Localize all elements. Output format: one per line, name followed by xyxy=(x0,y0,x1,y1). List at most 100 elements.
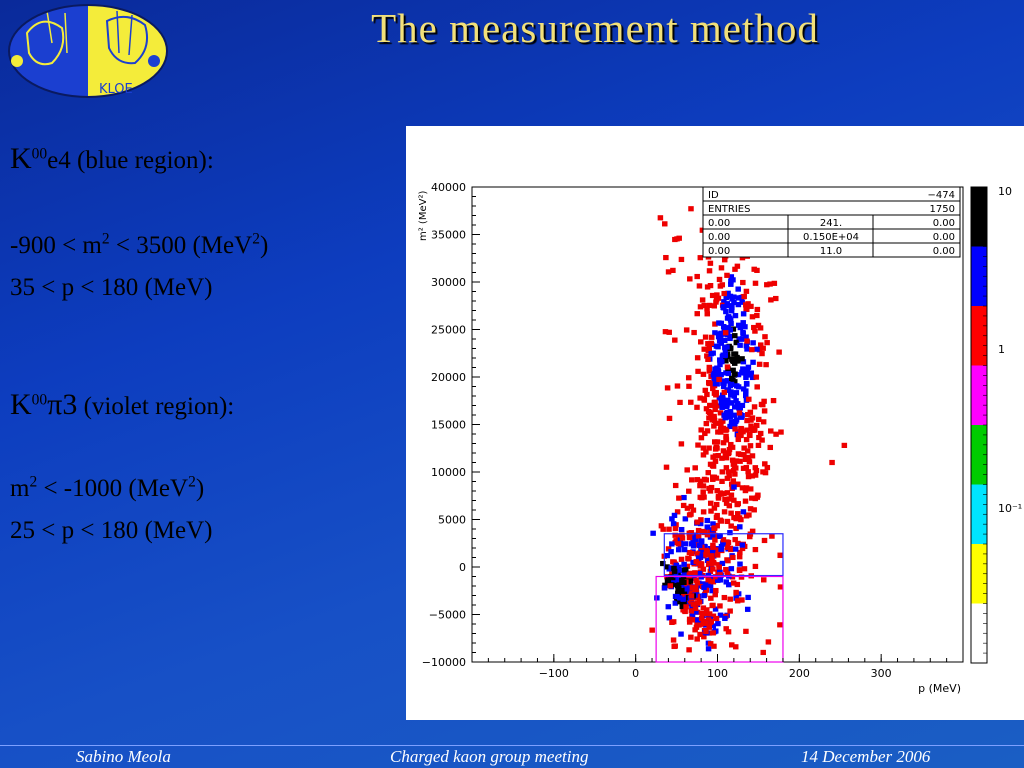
k00pi3-sup: 00 xyxy=(31,391,48,409)
e4-cell xyxy=(731,412,738,418)
e4-cell xyxy=(711,413,717,420)
low-cell xyxy=(674,509,681,515)
e4-cell xyxy=(735,302,742,308)
low-cell xyxy=(666,615,673,621)
low-cell xyxy=(728,566,735,572)
e4-cell xyxy=(749,314,756,320)
outlier-cell xyxy=(703,547,710,554)
cut3-sup2: 2 xyxy=(188,473,196,491)
e4-cell xyxy=(753,374,760,380)
low-cell xyxy=(665,604,672,610)
e4-cell xyxy=(762,334,768,340)
e4-cell xyxy=(706,485,712,492)
e4-cell xyxy=(747,409,754,415)
low-cell xyxy=(733,589,739,595)
pi3-cell xyxy=(688,608,695,614)
y-axis-label: m² (MeV²) xyxy=(418,191,429,241)
e4-cell xyxy=(727,345,734,351)
low-cell xyxy=(696,570,703,577)
low-cell xyxy=(716,564,722,570)
e4-cell xyxy=(751,404,758,410)
logo-dot-right xyxy=(148,55,160,67)
pi3-cell xyxy=(676,567,682,573)
e4-cell xyxy=(691,329,697,336)
e4-cell xyxy=(718,372,724,378)
e4-cell xyxy=(713,444,720,450)
e4-cell xyxy=(743,334,749,340)
e4-cell xyxy=(712,406,718,413)
outlier-cell xyxy=(711,525,717,532)
e4-cell xyxy=(728,278,734,284)
e4-cell xyxy=(763,362,769,368)
e4-cell xyxy=(743,392,749,399)
y-tick-label: 0 xyxy=(459,561,466,574)
e4-cell xyxy=(730,367,736,373)
e4-cell xyxy=(714,512,720,519)
e4-cell xyxy=(744,448,751,454)
low-cell xyxy=(737,549,743,556)
e4-cell xyxy=(751,324,757,331)
e4-cell xyxy=(728,389,734,395)
e4-cell xyxy=(707,260,714,266)
outlier-cell xyxy=(753,467,760,474)
e4-cell xyxy=(750,340,756,346)
pi3-cell xyxy=(685,600,692,607)
low-cell xyxy=(671,559,677,565)
low-cell xyxy=(708,595,714,601)
low-cell xyxy=(682,541,689,547)
low-cell xyxy=(699,528,706,535)
x-tick-label: 200 xyxy=(789,667,810,680)
outlier-cell xyxy=(754,422,760,428)
footer-divider xyxy=(0,745,1024,746)
stats-cell: 0.00 xyxy=(933,246,955,257)
low-cell xyxy=(730,580,737,586)
y-tick-label: 25000 xyxy=(431,324,466,337)
e4-cell xyxy=(744,368,750,375)
e4-cell xyxy=(740,311,747,317)
e4-cell xyxy=(701,476,708,482)
e4-cell xyxy=(694,355,701,361)
e4-cell xyxy=(746,396,752,402)
e4-cell xyxy=(730,478,737,484)
e4-cell xyxy=(728,441,734,448)
e4-cell xyxy=(752,465,759,471)
outlier-cell xyxy=(760,577,767,583)
e4-cell xyxy=(721,299,727,305)
kloe-logo: KLOE xyxy=(8,4,168,98)
pi3-cell xyxy=(674,583,681,589)
low-cell xyxy=(707,534,714,540)
e4-cell xyxy=(728,492,735,498)
outlier-cell xyxy=(710,602,716,608)
e4-cell xyxy=(683,327,690,333)
colorbar-label: 10 xyxy=(998,185,1012,198)
e4-cell xyxy=(732,371,738,377)
outlier-cell xyxy=(741,566,748,572)
e4-cell xyxy=(717,410,724,416)
low-cell xyxy=(684,505,691,511)
e4-cell xyxy=(700,452,707,458)
e4-cell xyxy=(752,495,759,502)
e4-cell xyxy=(720,418,726,424)
pi3-cell xyxy=(660,560,666,567)
outlier-cell xyxy=(760,649,766,656)
e4-cell xyxy=(749,426,756,432)
e4-cell xyxy=(733,390,740,396)
e4-cell xyxy=(734,354,740,361)
low-cell xyxy=(694,551,701,557)
low-cell xyxy=(707,582,714,589)
outlier-cell xyxy=(686,647,692,653)
e4-cell xyxy=(686,383,692,389)
e4-cell xyxy=(740,320,746,326)
e4-cell xyxy=(745,469,751,475)
y-tick-label: 15000 xyxy=(431,419,466,432)
colorbar-segment xyxy=(971,187,987,247)
e4-cell xyxy=(728,481,735,487)
e4-cell xyxy=(725,397,731,403)
e4-cell xyxy=(749,453,756,459)
outlier-cell xyxy=(730,467,737,474)
outlier-cell xyxy=(771,280,778,286)
outlier-cell xyxy=(767,444,774,451)
y-tick-label: −10000 xyxy=(422,656,466,669)
e4-cell xyxy=(722,453,729,459)
e4-cell xyxy=(737,458,743,464)
